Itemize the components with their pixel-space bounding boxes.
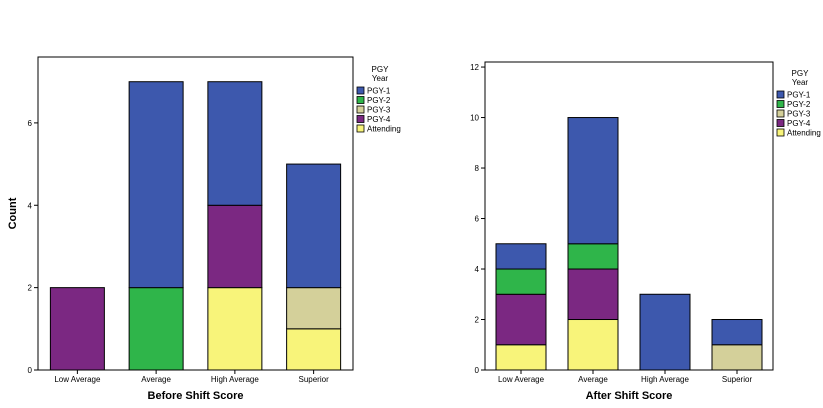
chart1-plot-frame	[37, 56, 354, 371]
chart1-y-tick-label-1: 2	[28, 284, 33, 293]
chart1-y-axis-label: Count	[7, 197, 19, 229]
chart1-bar-average-pgy-1	[128, 81, 184, 289]
chart2-legend-label-pgy-4: PGY-4	[787, 119, 811, 128]
chart2-bar-average-pgy-1	[567, 117, 619, 245]
chart2-legend-title-line-2: Year	[792, 78, 809, 87]
chart1-legend-label-pgy-2: PGY-2	[367, 96, 391, 105]
chart2-y-tick-label-1: 2	[475, 316, 480, 325]
chart2-legend-swatch-pgy-3	[776, 109, 785, 118]
chart2-y-tick-label-0: 0	[475, 366, 480, 375]
chart2-bar-low-average-pgy-1	[495, 243, 547, 270]
chart1-legend-swatch-pgy-1	[356, 86, 365, 95]
chart2-bar-superior-pgy-3	[711, 344, 763, 371]
chart2-bar-low-average-attending	[495, 344, 547, 371]
chart2-bar-low-average-pgy-4	[495, 293, 547, 346]
chart2-legend-label-pgy-3: PGY-3	[787, 110, 811, 119]
chart2-legend-swatch-pgy-1	[776, 90, 785, 99]
chart1-legend-label-pgy-3: PGY-3	[367, 106, 391, 115]
chart1-legend-title-line-2: Year	[372, 74, 389, 83]
chart1-bar-high-average-pgy-1	[207, 81, 263, 206]
chart2-y-tick-label-2: 4	[475, 265, 480, 274]
chart1-bar-superior-pgy-1	[286, 163, 342, 289]
chart1-bar-average-pgy-2	[128, 287, 184, 371]
chart2-legend-label-pgy-1: PGY-1	[787, 91, 811, 100]
chart2-y-tick-label-4: 8	[475, 164, 480, 173]
chart2-x-tick-label-2: High Average	[641, 375, 689, 384]
chart2-bar-average-pgy-4	[567, 268, 619, 321]
chart1-legend-swatch-pgy-2	[356, 96, 365, 104]
chart1-legend-label-attending: Attending	[367, 125, 401, 134]
chart1-legend-label-pgy-4: PGY-4	[367, 115, 391, 124]
chart2-x-tick-label-1: Average	[578, 375, 608, 384]
chart1-x-tick-label-2: High Average	[211, 375, 259, 384]
chart1-bar-high-average-pgy-4	[207, 204, 263, 289]
chart1-bar-high-average-attending	[207, 287, 263, 371]
chart2-legend-swatch-pgy-4	[776, 119, 785, 127]
chart1-y-tick-label-3: 6	[28, 119, 33, 128]
chart2-legend-label-pgy-2: PGY-2	[787, 100, 811, 109]
chart2-y-tick-label-3: 6	[475, 215, 480, 224]
chart2-bar-average-attending	[567, 319, 619, 371]
chart1-y-tick-label-2: 4	[28, 201, 33, 210]
chart1-bar-superior-attending	[286, 328, 342, 371]
chart2-bar-low-average-pgy-2	[495, 268, 547, 295]
chart1-legend-label-pgy-1: PGY-1	[367, 87, 391, 96]
chart1-legend-swatch-attending	[356, 124, 365, 133]
chart2-y-tick-label-6: 12	[470, 63, 479, 72]
chart2-x-tick-label-3: Superior	[722, 375, 753, 384]
chart1-y-tick-label-0: 0	[28, 366, 33, 375]
chart2-bar-high-average-pgy-1	[639, 293, 691, 371]
chart2-y-tick-label-5: 10	[470, 114, 479, 123]
chart2-legend-swatch-attending	[776, 128, 785, 137]
chart2-legend-swatch-pgy-2	[776, 100, 785, 108]
chart2-plot-frame	[484, 61, 774, 371]
chart1-bar-low-average-pgy-4	[49, 287, 105, 371]
chart2-legend-title-line-1: PGY	[792, 69, 810, 78]
chart1-x-tick-label-1: Average	[141, 375, 171, 384]
chart2-legend-label-attending: Attending	[787, 129, 821, 138]
chart1-x-axis-label: Before Shift Score	[148, 390, 244, 402]
chart2-x-tick-label-0: Low Average	[498, 375, 545, 384]
chart1-x-tick-label-0: Low Average	[54, 375, 101, 384]
chart1-x-tick-label-3: Superior	[299, 375, 330, 384]
chart2-bar-average-pgy-2	[567, 243, 619, 270]
chart1-legend-title-line-1: PGY	[372, 65, 390, 74]
chart1-legend-swatch-pgy-4	[356, 115, 365, 123]
chart1-legend-swatch-pgy-3	[356, 105, 365, 114]
chart1-bar-superior-pgy-3	[286, 287, 342, 330]
chart2-bar-superior-pgy-1	[711, 319, 763, 346]
chart2-x-axis-label: After Shift Score	[586, 390, 673, 402]
